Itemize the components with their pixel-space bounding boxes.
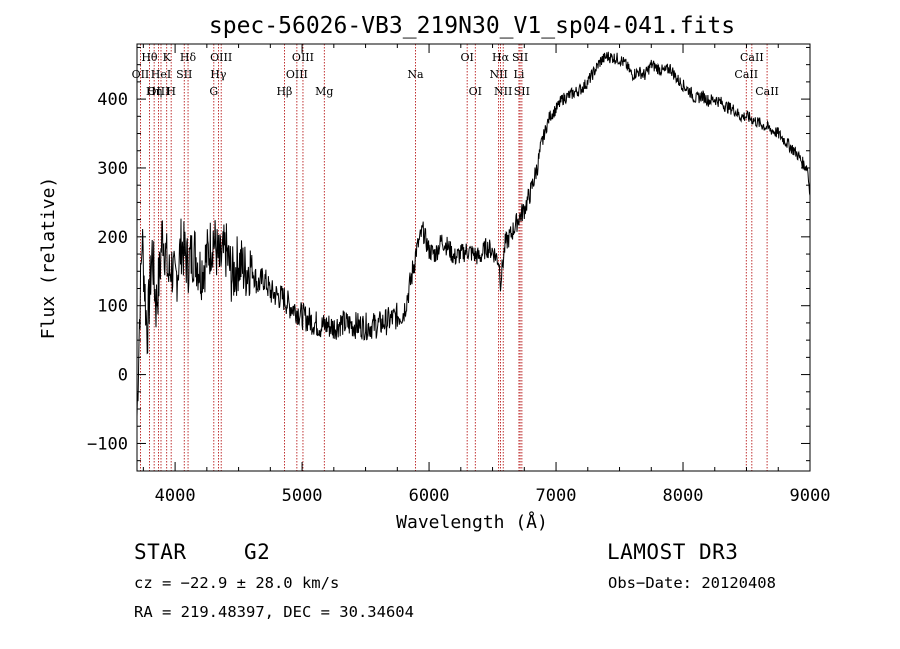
annotation-label-2: Hδ xyxy=(180,51,197,64)
annotation-label-9: OIII xyxy=(210,51,232,64)
annotation-label-20: SII xyxy=(512,51,528,64)
x-tick-label-2: 6000 xyxy=(409,486,450,506)
annotation-label-8: H xyxy=(166,85,176,98)
annotation-label-24: SII xyxy=(514,85,530,98)
y-tick-label-3: 200 xyxy=(97,228,128,248)
x-axis: 4000 5000 6000 7000 8000 9000 xyxy=(142,44,831,506)
annotation-label-16: Na xyxy=(407,68,424,81)
annotation-label-18: OI xyxy=(469,85,482,98)
x-tick-label-3: 7000 xyxy=(536,486,577,506)
y-axis: −100 0 100 200 300 400 xyxy=(87,46,810,462)
x-tick-label-1: 5000 xyxy=(282,486,323,506)
chart-title: spec-56026-VB3_219N30_V1_sp04-041.fits xyxy=(209,13,735,39)
annotation-label-23: NII xyxy=(494,85,512,98)
annotation-label-4: HeI xyxy=(151,68,171,81)
y-tick-label-1: 0 xyxy=(118,366,128,386)
subclass: G2 xyxy=(244,540,271,564)
annotation-label-0: Hθ xyxy=(141,51,158,64)
annotation-label-12: OIII xyxy=(292,51,314,64)
y-tick-label-0: −100 xyxy=(87,434,128,454)
spectrum-series xyxy=(136,51,811,417)
annotation-label-22: Li xyxy=(514,68,525,81)
y-tick-label-5: 400 xyxy=(97,90,128,110)
redshift-text: cz = −22.9 ± 28.0 km/s xyxy=(134,574,340,592)
x-tick-label-5: 9000 xyxy=(790,486,831,506)
y-tick-label-2: 100 xyxy=(97,297,128,317)
annotation-label-27: CaII xyxy=(755,85,779,98)
annotation-label-10: Hγ xyxy=(210,68,227,81)
y-axis-label: Flux (relative) xyxy=(38,177,59,340)
annotation-label-14: Hβ xyxy=(276,85,292,98)
annotation-label-5: SII xyxy=(176,68,192,81)
annotation-label-11: G xyxy=(209,85,218,98)
annotation-label-7: Hη xyxy=(146,85,162,98)
annotation-label-15: Mg xyxy=(315,85,333,98)
obs-date-text: Obs−Date: 20120408 xyxy=(608,574,776,592)
coords-text: RA = 219.48397, DEC = 30.34604 xyxy=(134,603,414,621)
annotation-label-21: NII xyxy=(489,68,507,81)
object-class: STAR xyxy=(134,540,187,564)
annotation-label-3: OII xyxy=(132,68,150,81)
spectrum-line xyxy=(136,51,811,417)
x-axis-label: Wavelength (Å) xyxy=(396,511,548,533)
annotation-label-19: Hα xyxy=(492,51,510,64)
annotation-label-13: OIII xyxy=(286,68,308,81)
x-tick-label-0: 4000 xyxy=(155,486,196,506)
annotation-label-26: CaII xyxy=(734,68,758,81)
plot-frame xyxy=(136,43,811,472)
annotation-label-17: OI xyxy=(460,51,473,64)
survey-name: LAMOST DR3 xyxy=(607,540,739,564)
annotation-label-6: OIII xyxy=(147,85,169,98)
annotation-label-25: CaII xyxy=(740,51,764,64)
y-tick-label-4: 300 xyxy=(97,159,128,179)
x-tick-label-4: 8000 xyxy=(663,486,704,506)
annotation-label-1: K xyxy=(163,51,172,64)
